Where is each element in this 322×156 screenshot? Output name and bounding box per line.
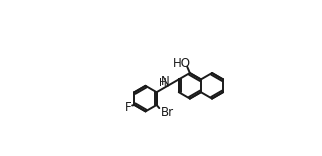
Text: Br: Br — [161, 106, 175, 119]
Text: H: H — [159, 78, 166, 88]
Text: N: N — [161, 75, 170, 88]
Text: HO: HO — [173, 57, 191, 70]
Text: F: F — [125, 100, 131, 114]
